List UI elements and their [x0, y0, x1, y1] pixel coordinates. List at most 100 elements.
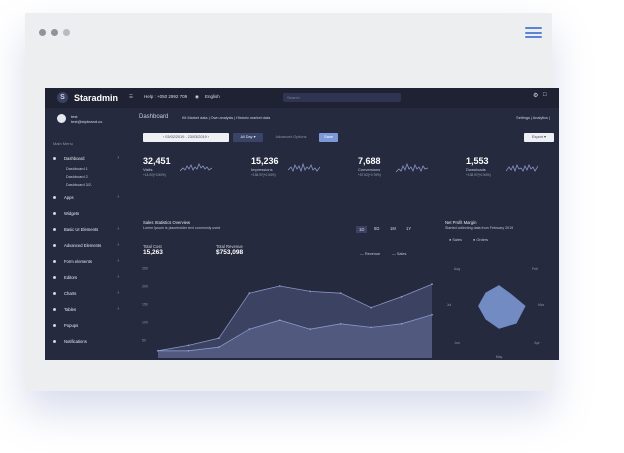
sparkline-visits: [180, 163, 212, 172]
user-profile[interactable]: test test@stpbrand.co: [57, 114, 102, 124]
series-line-revenue: [157, 283, 433, 352]
sales-overview-subtitle: Lorem Ipsum is placeholder text commonly…: [143, 226, 221, 230]
radar-axis-label: Mar: [538, 303, 545, 307]
hamburger-icon[interactable]: [525, 27, 542, 38]
logo-icon: S: [57, 92, 68, 103]
stat-impressions: 15,236 Impressions +138.97(+0.54%): [251, 156, 279, 177]
sidebar-item-basic-ui[interactable]: Basic UI Elements ›: [53, 224, 123, 234]
sidebar-item-advanced[interactable]: Advanced Elements ›: [53, 240, 123, 250]
bullet-icon: [53, 339, 56, 343]
stat-value: 7,688: [358, 156, 381, 166]
sidebar-subitem-dashboard-2[interactable]: Dashboard 2: [66, 175, 88, 179]
flag-icon: ◉: [195, 94, 199, 99]
sidebar-item-editors[interactable]: Editors ›: [53, 272, 123, 282]
bullet-icon: [53, 156, 56, 160]
sidebar-item-charts[interactable]: Charts ›: [53, 288, 123, 298]
timeframe-1d[interactable]: 1D: [356, 226, 368, 233]
data-point-sales: [278, 319, 281, 322]
stat-label: Impressions: [251, 167, 273, 172]
sidebar-item-apps[interactable]: Apps ›: [53, 192, 123, 202]
sidebar-subitem-dashboard-1[interactable]: Dashboard 1: [66, 167, 88, 171]
sidebar-item-label: Editors: [64, 274, 78, 280]
data-point-sales: [370, 326, 373, 329]
data-point-revenue: [339, 292, 342, 295]
data-point-sales: [431, 313, 433, 316]
data-point-revenue: [248, 292, 251, 295]
date-range-value: 03/02/2019 - 23/03/2019: [165, 135, 207, 139]
bell-icon[interactable]: ⚙: [533, 93, 539, 99]
sidebar-item-notifications[interactable]: Notifications: [53, 336, 123, 346]
timeframe-1y[interactable]: 1Y: [406, 226, 412, 231]
language-selector[interactable]: English: [205, 94, 220, 99]
all-day-dropdown[interactable]: All Day ▾: [233, 133, 263, 142]
sidebar-item-forms[interactable]: Form elements ›: [53, 256, 123, 266]
sidebar-item-label: Advanced Elements: [64, 242, 102, 248]
timeframe-5d[interactable]: 5D: [374, 226, 380, 231]
help-phone: Help : +050 2992 709: [144, 94, 188, 99]
bullet-icon: [53, 275, 56, 279]
bullet-icon: [53, 291, 56, 295]
total-revenue-label: Total Revenue: [216, 244, 243, 249]
notification-icon[interactable]: □: [543, 92, 547, 98]
sparkline-downloads: [506, 163, 538, 173]
breadcrumb[interactable]: Kit Market data | Own analysis | Histori…: [182, 116, 271, 120]
net-profit-title: Net Profit Margin: [445, 220, 477, 225]
bullet-icon: [53, 323, 56, 327]
legend-revenue-label: Revenue: [364, 252, 381, 256]
sidebar-item-label: Form elements: [64, 258, 92, 264]
chevron-right-icon: ›: [117, 226, 119, 232]
all-day-label: All Day: [240, 135, 253, 139]
chevron-right-icon: ›: [117, 155, 119, 161]
radar-axis-label: Jun: [454, 341, 460, 345]
sidebar-item-label: Notifications: [64, 338, 87, 344]
date-range-picker[interactable]: ‹ 03/02/2019 - 23/03/2019 ›: [143, 133, 229, 142]
settings-links[interactable]: Settings | Analytics |: [516, 116, 550, 120]
window-dot-icon[interactable]: [39, 29, 46, 36]
sidebar-item-popups[interactable]: Popups: [53, 320, 123, 330]
export-label: Export: [532, 135, 543, 139]
bullet-icon: [53, 259, 56, 263]
avatar: [57, 114, 66, 123]
menu-toggle-icon[interactable]: ☰: [129, 94, 134, 99]
legend-net-orders: ● Orders: [473, 238, 488, 242]
search-input[interactable]: Search: [283, 93, 401, 102]
app-screen: S Staradmin ☰ Help : +050 2992 709 ◉ Eng…: [45, 88, 559, 360]
advanced-options-link[interactable]: Advanced Options: [275, 135, 307, 139]
total-cost-value: 15,263: [143, 249, 163, 256]
window-dot-icon[interactable]: [51, 29, 58, 36]
stats-row: 32,451 Visits +14.00(+0.50%) 15,236 Impr…: [128, 156, 559, 196]
stat-change: +57.62(+0.76%): [358, 173, 381, 177]
browser-window: S Staradmin ☰ Help : +050 2992 709 ◉ Eng…: [25, 13, 559, 391]
stat-visits: 32,451 Visits +14.00(+0.50%): [143, 156, 171, 177]
sidebar: test test@stpbrand.co Main Menu Dashboar…: [45, 108, 128, 360]
legend-revenue: — Revenue: [360, 252, 381, 256]
series-line-sales: [158, 314, 433, 352]
y-tick-label: 250: [142, 267, 148, 271]
stat-value: 1,553: [466, 156, 489, 166]
chevron-right-icon: ›: [117, 242, 119, 248]
data-point-revenue: [217, 337, 220, 340]
sidebar-item-tables[interactable]: Tables ›: [53, 304, 123, 314]
data-point-sales: [339, 322, 342, 325]
sidebar-item-widgets[interactable]: Widgets: [53, 208, 123, 218]
sidebar-subitem-dashboard-3[interactable]: Dashboard 3/2.: [66, 183, 92, 187]
sidebar-item-label: Apps: [64, 194, 74, 200]
bullet-icon: [53, 211, 56, 215]
y-tick-label: 200: [142, 285, 148, 289]
sidebar-item-dashboard[interactable]: Dashboard ›: [53, 153, 123, 163]
stat-label: Downloads: [466, 167, 486, 172]
save-button[interactable]: Save: [319, 133, 338, 142]
data-point-revenue: [309, 290, 312, 293]
export-button[interactable]: Export ▾: [524, 133, 554, 142]
brand[interactable]: S Staradmin: [57, 92, 118, 103]
data-point-revenue: [370, 306, 373, 309]
brand-name: Staradmin: [74, 92, 119, 103]
y-tick-label: 50: [142, 339, 146, 343]
chevron-right-icon: ›: [117, 306, 119, 312]
data-point-sales: [187, 349, 190, 352]
radar-axis-label: Jul: [447, 303, 452, 307]
total-cost: Total Cost 15,263: [143, 244, 163, 256]
data-point-revenue: [400, 295, 403, 298]
window-dot-icon[interactable]: [63, 29, 70, 36]
timeframe-1m[interactable]: 1M: [390, 226, 396, 231]
